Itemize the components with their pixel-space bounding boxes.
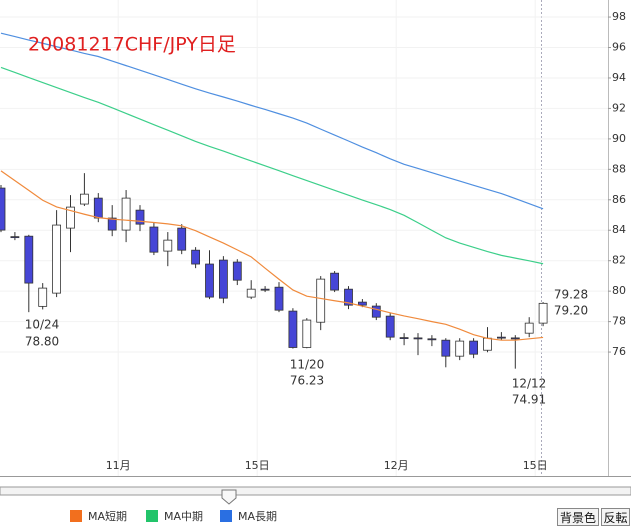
candle-body <box>524 322 534 334</box>
candle-body <box>260 288 270 291</box>
y-tick-label: 92 <box>612 101 626 114</box>
legend-label: MA短期 <box>88 509 127 523</box>
scrollbar-thumb[interactable] <box>221 489 237 505</box>
x-tick-label: 15日 <box>523 459 548 472</box>
y-tick-label: 80 <box>612 284 626 297</box>
ma-line <box>0 66 544 265</box>
candle-body <box>427 338 437 341</box>
candle-body <box>510 337 520 340</box>
annotation: 76.23 <box>290 374 324 388</box>
candle-body <box>344 288 353 306</box>
candle-body <box>385 315 395 338</box>
plot-background <box>0 0 608 476</box>
candle-body <box>538 302 548 324</box>
annotation: 74.91 <box>512 393 546 407</box>
candle-body <box>483 337 492 351</box>
candle-body <box>357 301 367 306</box>
x-tick-label: 12月 <box>384 459 409 472</box>
legend-label: MA中期 <box>164 510 203 523</box>
candle-body <box>135 209 145 225</box>
candle-body <box>121 197 131 231</box>
candle-body <box>191 249 201 265</box>
candle-body <box>149 226 159 253</box>
x-tick-label: 11月 <box>106 459 131 472</box>
candle-body <box>288 310 298 348</box>
y-tick-label: 78 <box>612 315 626 328</box>
x-tick-label: 15日 <box>245 459 270 472</box>
candle-body <box>330 272 340 291</box>
background-color-button[interactable]: 背景色 <box>557 508 599 526</box>
candle-body <box>232 261 242 281</box>
candle-body <box>399 337 409 339</box>
ma-line <box>0 170 544 341</box>
candle-body <box>218 259 228 299</box>
candle-body <box>24 235 34 284</box>
candle-body <box>246 288 256 298</box>
candle-body <box>80 193 89 205</box>
candle-body <box>93 197 103 219</box>
candle-body <box>0 187 6 231</box>
candle-body <box>107 217 117 231</box>
legend-label: MA長期 <box>238 510 277 523</box>
y-tick-label: 88 <box>612 162 626 175</box>
y-tick-label: 98 <box>612 10 626 23</box>
chart-title: 20081217CHF/JPY日足 <box>28 34 236 56</box>
scrollbar-track[interactable] <box>0 486 631 496</box>
annotation: 10/24 <box>25 318 60 332</box>
annotation: 78.80 <box>25 335 59 349</box>
legend-swatch <box>70 510 82 522</box>
y-tick-label: 86 <box>612 193 626 206</box>
legend-swatch <box>146 510 158 522</box>
annotation: 79.20 <box>554 304 588 318</box>
candle-body <box>441 339 451 357</box>
candle-body <box>469 340 479 355</box>
ma-line <box>0 32 544 210</box>
y-tick-label: 94 <box>612 71 626 84</box>
candle-body <box>205 263 214 298</box>
candle-body <box>302 319 312 348</box>
candle-body <box>455 340 465 357</box>
annotation: 12/12 <box>512 377 547 391</box>
y-tick-label: 96 <box>612 41 626 54</box>
y-tick-label: 84 <box>612 223 626 236</box>
candle-body <box>177 227 187 251</box>
candle-body <box>274 286 284 311</box>
invert-button[interactable]: 反転 <box>601 508 630 526</box>
legend-swatch <box>220 510 232 522</box>
candle-body <box>163 239 173 252</box>
candle-body <box>10 236 20 239</box>
y-tick-label: 90 <box>612 132 626 145</box>
candle-body <box>316 278 326 323</box>
candle-body <box>52 224 61 294</box>
annotation: 11/20 <box>290 358 325 372</box>
candle-body <box>413 337 423 340</box>
candle-body <box>66 206 75 229</box>
annotation: 79.28 <box>554 288 588 302</box>
candle-body <box>371 305 381 318</box>
candle-body <box>38 287 48 307</box>
candle-body <box>496 336 506 339</box>
y-tick-label: 76 <box>612 345 626 358</box>
y-tick-label: 82 <box>612 254 626 267</box>
